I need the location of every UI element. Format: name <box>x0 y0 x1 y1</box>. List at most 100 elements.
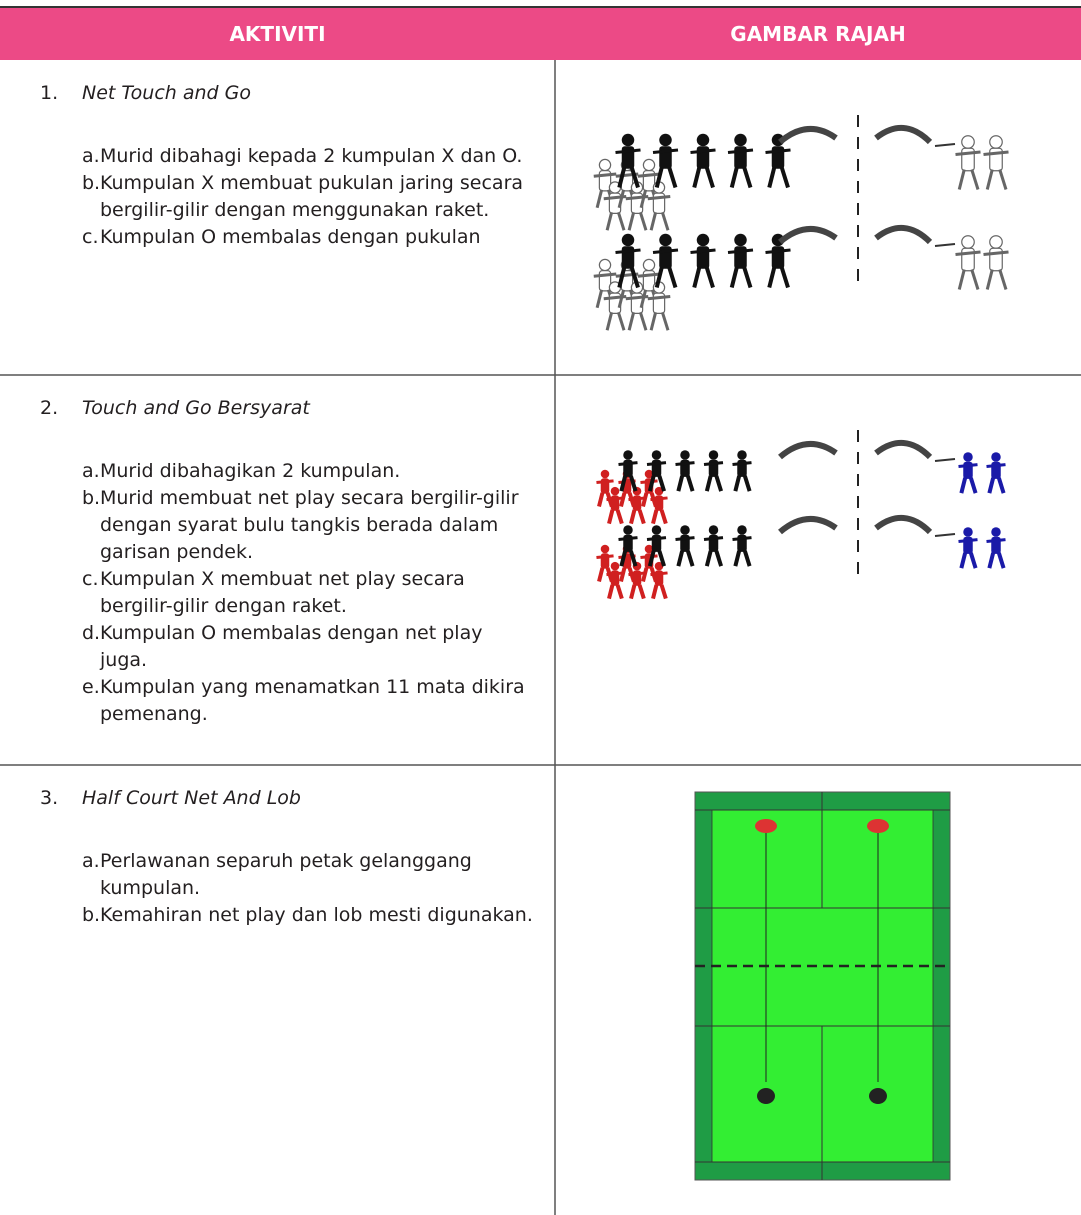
activity-item: e. Kumpulan yang menamatkan 11 mata dikir… <box>40 674 535 728</box>
diagram-shape <box>651 525 662 535</box>
item-letter: d. <box>82 622 101 644</box>
diagram-shape <box>970 169 980 190</box>
diagram-shape <box>607 584 615 600</box>
activity-item: a. Murid dibahagikan 2 kumpulan. <box>40 458 535 485</box>
activity-item: b. Kemahiran net play dan lob mesti digun… <box>40 902 535 929</box>
diagram-shape <box>778 125 838 145</box>
diagram-shape <box>641 492 649 507</box>
diagram-shape <box>657 550 667 567</box>
diagram-shape <box>605 311 614 331</box>
item-letter: b. <box>82 172 101 194</box>
diagram-shape <box>690 248 716 254</box>
diagram-shape <box>619 567 627 582</box>
diagram-shape <box>968 477 978 494</box>
diagram-shape <box>733 475 742 492</box>
diagram-shape <box>652 148 679 154</box>
diagram-shape <box>985 169 994 190</box>
item-letter: a. <box>82 460 100 482</box>
diagram-shape <box>617 267 627 288</box>
diagram-shape <box>961 135 975 149</box>
diagram-shape <box>998 269 1008 290</box>
row-number: 3. <box>40 787 59 809</box>
diagram-shape <box>597 567 605 582</box>
diagram-shape <box>734 233 747 247</box>
item-text: Kumpulan yang menamatkan 11 mata dikira … <box>100 676 525 725</box>
diagram-shape <box>629 266 640 289</box>
diagram-shape <box>628 475 638 492</box>
diagram-shape <box>659 233 672 247</box>
diagram-shape <box>708 525 719 535</box>
item-letter: e. <box>82 676 100 698</box>
diagram-shape <box>610 486 620 496</box>
diagram-shape <box>629 166 640 189</box>
item-letter: b. <box>82 904 101 926</box>
item-text: Murid membuat net play secara bergilir-g… <box>100 487 519 563</box>
diagram-shape <box>654 267 664 288</box>
diagram-shape <box>646 461 667 466</box>
diagram-shape <box>692 167 702 188</box>
diagram-shape <box>675 536 695 541</box>
diagram-shape <box>987 477 996 494</box>
diagram-shape <box>685 550 695 567</box>
diagram-shape <box>934 243 956 247</box>
diagram-shape <box>638 211 648 231</box>
activity-title: Half Court Net And Lob <box>82 787 301 809</box>
diagram-shape <box>696 233 710 247</box>
diagram-shape <box>647 295 671 301</box>
diagram-shape <box>727 148 754 154</box>
item-letter: c. <box>82 568 99 590</box>
item-text: Murid dibahagi kepada 2 kumpulan X dan O… <box>100 145 523 167</box>
diagram-shape <box>779 166 790 189</box>
diagram-shape <box>968 552 978 569</box>
diagram-shape <box>983 250 1009 256</box>
activity-item: b. Kumpulan X membuat pukulan jaring seca… <box>40 170 535 224</box>
diagram-shape <box>742 266 753 289</box>
diagram-shape <box>623 525 633 535</box>
diagram-shape <box>618 461 638 466</box>
diagram-shape <box>983 150 1009 156</box>
diagram-shape <box>640 479 658 485</box>
diagram-shape <box>708 450 719 460</box>
diagram-shape <box>617 289 626 309</box>
diagram-shape <box>660 311 670 331</box>
diagram-shape <box>696 133 710 147</box>
diagram-shape <box>598 158 612 172</box>
activity-item: a. Perlawanan separuh petak gelanggang ku… <box>40 848 535 902</box>
diagram-shape <box>621 133 635 147</box>
diagram-shape <box>734 133 747 147</box>
diagram-shape <box>934 533 956 537</box>
diagram-shape <box>593 172 617 178</box>
diagram-shape <box>704 166 715 189</box>
diagram-shape <box>959 477 968 494</box>
diagram-shape <box>680 450 690 460</box>
diagram-shape <box>642 258 656 272</box>
diagram-shape <box>616 311 626 331</box>
diagram-shape <box>676 550 685 567</box>
diagram-shape <box>629 584 637 600</box>
item-text: Kumpulan X membuat pukulan jaring secara… <box>100 172 524 221</box>
diagram-shape <box>610 561 620 571</box>
diagram-shape <box>742 475 752 492</box>
diagram-shape <box>615 584 624 600</box>
diagram-shape <box>957 169 966 190</box>
diagram-shape <box>628 571 646 577</box>
diagram-shape <box>637 509 646 525</box>
diagram-shape <box>650 571 668 577</box>
diagram-shape <box>714 550 724 567</box>
diagram-shape <box>959 552 968 569</box>
diagram-shape <box>874 439 933 460</box>
diagram-shape <box>600 544 610 554</box>
diagram-shape <box>989 235 1003 249</box>
diagram-shape <box>639 289 648 309</box>
diagram-shape <box>986 463 1006 468</box>
diagram-shape <box>874 224 933 245</box>
diagram-shape <box>934 143 956 147</box>
diagram-shape <box>616 211 626 231</box>
diagram-shape <box>649 311 658 331</box>
diagram-shape <box>991 452 1001 462</box>
diagram-shape <box>595 189 604 209</box>
diagram-shape <box>732 536 752 541</box>
diagram-shape <box>619 550 628 567</box>
diagram-shape <box>623 450 633 460</box>
